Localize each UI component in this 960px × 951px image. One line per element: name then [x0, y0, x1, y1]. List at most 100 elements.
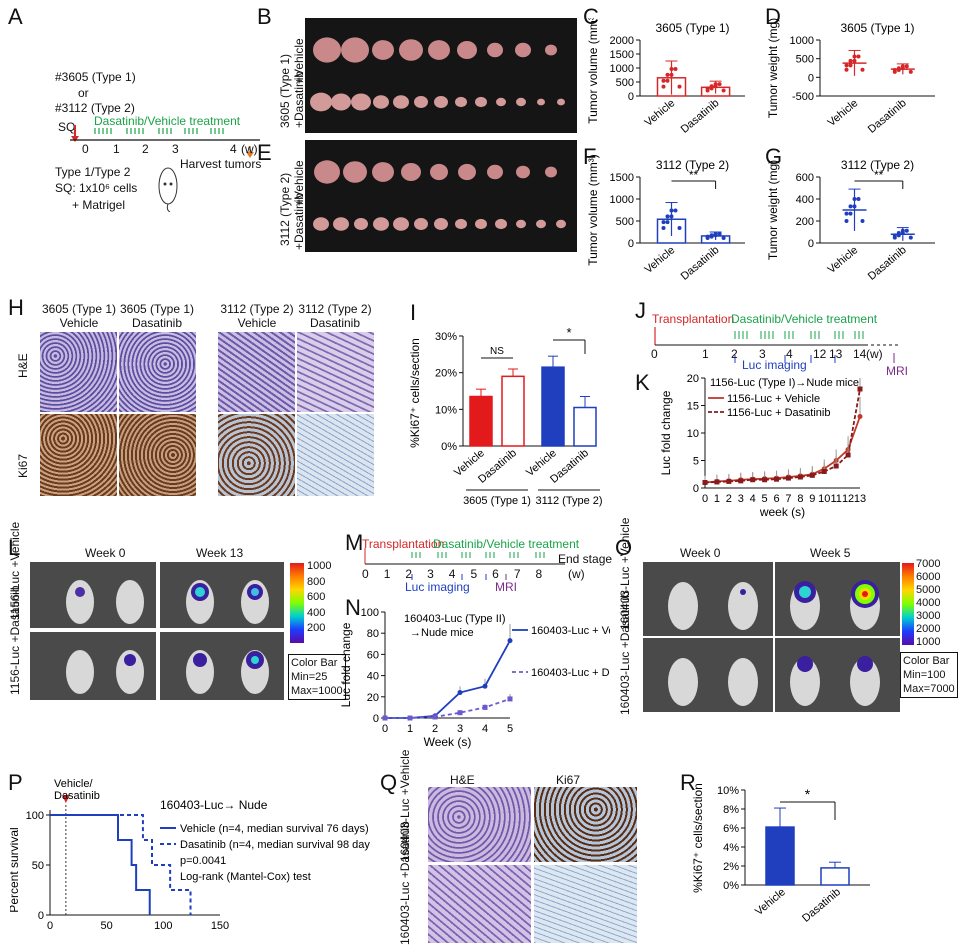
x-tick-label: 0 — [382, 723, 388, 735]
data-point — [844, 218, 849, 223]
y-tick-label: 20 — [687, 373, 699, 385]
panel-label-d: D — [765, 4, 781, 29]
panel-label-j: J — [635, 298, 646, 323]
a-tick-0: 0 — [82, 142, 89, 156]
e-label-top: 3112 (Type 2) — [278, 172, 292, 246]
data-point — [677, 84, 682, 89]
a-line1: #3605 (Type 1) — [55, 70, 136, 84]
y-tick-label: 1000 — [610, 194, 634, 206]
tumor — [457, 41, 477, 59]
data-point — [705, 86, 710, 91]
o-img-d-w5 — [775, 638, 900, 712]
a-tick-4: 4 — [230, 142, 237, 156]
x-tick-label: Dasatinib — [866, 244, 909, 283]
m-timeline — [364, 548, 565, 580]
a-type: Type 1/Type 2 — [55, 165, 131, 179]
data-point — [848, 63, 853, 68]
panel-label-f: F — [583, 144, 597, 169]
h-col1: 3605 (Type 1) Vehicle — [41, 302, 117, 330]
data-point — [845, 452, 851, 458]
data-point — [669, 214, 674, 219]
data-point — [848, 204, 853, 209]
data-point — [852, 58, 857, 63]
x-tick-label: 2 — [432, 723, 438, 735]
data-point — [900, 228, 905, 233]
x-tick-label: 8 — [797, 493, 803, 505]
data-point — [892, 68, 897, 73]
h-he-3112-vehicle — [218, 332, 295, 412]
tumor — [516, 97, 526, 107]
chart-title: 3112 (Type 2) — [656, 158, 729, 172]
y-tick-label: 0 — [38, 910, 44, 922]
tumor — [434, 218, 448, 230]
tumor — [487, 164, 503, 180]
tumor — [475, 96, 487, 108]
data-point — [852, 54, 857, 59]
tumor — [399, 39, 423, 61]
a-harvest: Harvest tumors — [180, 157, 262, 171]
panel-label-e: E — [257, 140, 272, 165]
chart-g: 3112 (Type 2) 0 200 400 600 Tumor weight (mg)… — [766, 158, 935, 283]
tumor — [314, 160, 340, 184]
y-tick-label: 500 — [616, 77, 634, 89]
y-tick-label: 0% — [441, 441, 457, 453]
y-tick-label: 0 — [628, 238, 634, 250]
x-tick-label: 100 — [154, 920, 172, 932]
l-img-d-w0 — [30, 632, 156, 700]
arrow-label: Vehicle/ — [54, 778, 93, 790]
data-point — [713, 82, 718, 87]
x-tick-label: 12 — [842, 493, 854, 505]
y-tick-label: 10 — [687, 428, 699, 440]
arrow-label: Dasatinib — [54, 790, 100, 802]
data-point — [809, 472, 815, 478]
data-point — [844, 63, 849, 68]
data-point — [382, 715, 388, 721]
legend-label: 160403-Luc + Vehicle — [531, 625, 610, 637]
data-point — [717, 82, 722, 87]
h-col4: 3112 (Type 2) Dasatinib — [298, 302, 372, 330]
x-tick-label: Vehicle — [826, 244, 861, 276]
h-col3: 3112 (Type 2) Vehicle — [220, 302, 294, 330]
data-point — [714, 479, 720, 485]
q-row-d: 160403-Luc +Dasatinib — [398, 821, 412, 945]
y-tick-label: 0 — [693, 483, 699, 495]
o-colorbar-box: Color Bar Min=100 Max=7000 — [900, 652, 958, 698]
y-axis-label: Tumor weight (mg) — [766, 18, 780, 118]
y-tick-label: 500 — [796, 54, 814, 66]
h-row-ki67: Ki67 — [16, 453, 30, 478]
panel-label-a: A — [8, 4, 23, 29]
data-point — [844, 67, 849, 72]
sig-label: * — [566, 325, 571, 340]
data-point — [774, 476, 780, 482]
data-point — [673, 66, 678, 71]
y-tick-label: 0 — [808, 238, 814, 250]
tumor — [496, 97, 506, 107]
x-tick-label: 11 — [830, 493, 841, 505]
h-he-3605-dasatinib — [119, 332, 196, 412]
data-point — [457, 690, 463, 696]
y-tick-label: 1000 — [610, 63, 634, 75]
tumor — [537, 98, 545, 106]
j-treatment: Dasatinib/Vehicle treatment — [731, 312, 878, 326]
y-axis-label: Percent survival — [10, 827, 21, 912]
x-tick-label: Vehicle — [643, 244, 678, 276]
bar — [573, 406, 597, 447]
test-label: Log-rank (Mantel-Cox) test — [180, 871, 311, 883]
legend-label: 1156-Luc + Vehicle — [727, 393, 820, 405]
data-point — [833, 463, 839, 469]
l-week0: Week 0 — [85, 546, 126, 560]
l-row-d: 1156-Luc +Dasatinib — [8, 585, 22, 695]
a-treatment: Dasatinib/Vehicle treatment — [94, 114, 241, 128]
data-point — [702, 480, 708, 485]
panel-label-o: O — [615, 535, 633, 560]
treatment-arrow — [61, 795, 70, 803]
y-tick-label: 80 — [367, 628, 379, 640]
l-cb-ticks: 1000 800 600 400 200 — [307, 560, 332, 634]
sig-label: NS — [490, 346, 504, 357]
data-point — [852, 197, 857, 202]
data-point — [896, 231, 901, 236]
tumor — [401, 163, 421, 181]
tumor — [536, 219, 546, 229]
panel-label-b: B — [257, 4, 272, 29]
data-point — [661, 78, 666, 83]
